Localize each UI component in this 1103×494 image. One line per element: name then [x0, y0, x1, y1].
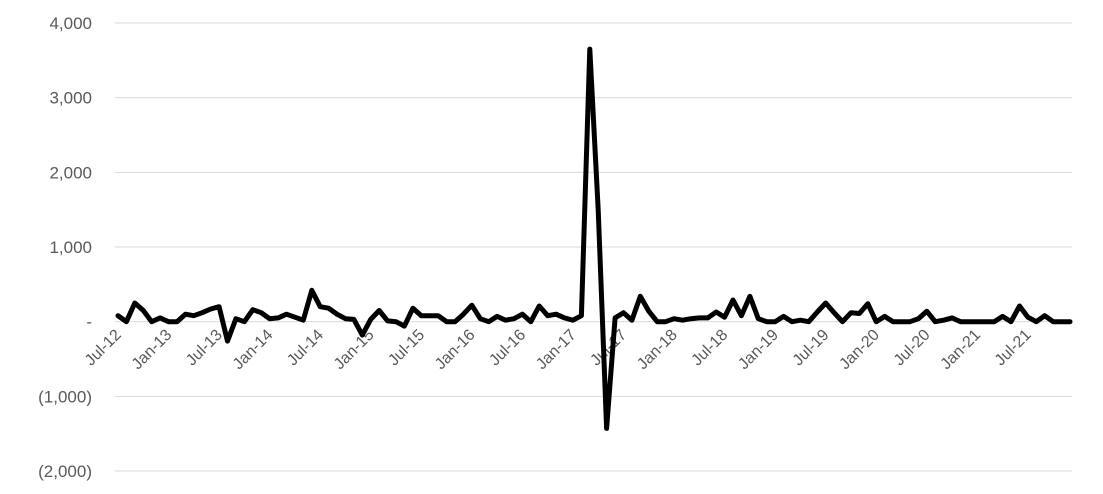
x-tick-label: Jan-15 — [331, 326, 378, 373]
x-tick-label: Jan-20 — [836, 326, 883, 373]
x-tick-label: Jan-14 — [230, 326, 277, 373]
x-tick-label: Jan-16 — [432, 326, 479, 373]
y-tick-label: 4,000 — [49, 14, 92, 33]
y-tick-label: 1,000 — [49, 238, 92, 257]
x-tick-label: Jul-13 — [183, 326, 226, 369]
gridlines — [115, 22, 1072, 472]
x-tick-label: Jan-19 — [735, 326, 782, 373]
series-line — [115, 46, 1073, 431]
y-tick-label: 3,000 — [49, 89, 92, 108]
x-tick-label: Jan-18 — [634, 326, 681, 373]
x-tick-label: Jul-20 — [891, 326, 934, 369]
x-tick-label: Jul-18 — [689, 326, 732, 369]
x-tick-label: Jan-21 — [938, 326, 985, 373]
x-tick-label: Jul-15 — [385, 326, 428, 369]
x-tick-label: Jul-21 — [992, 326, 1035, 369]
x-tick-label: Jul-16 — [486, 326, 529, 369]
y-tick-label: - — [86, 313, 92, 332]
y-tick-label: 2,000 — [49, 163, 92, 182]
x-tick-label: Jul-14 — [284, 326, 327, 369]
x-tick-label: Jan-13 — [129, 326, 176, 373]
x-tick-label: Jul-17 — [587, 326, 630, 369]
x-tick-label: Jan-17 — [533, 326, 580, 373]
x-tick-label: Jul-19 — [790, 326, 833, 369]
y-tick-label: (1,000) — [38, 387, 92, 406]
y-tick-label: (2,000) — [38, 462, 92, 481]
y-axis-ticks: 4,000 3,000 2,000 1,000 - (1,000) (2,000) — [38, 14, 92, 481]
x-tick-label: Jul-12 — [82, 326, 125, 369]
